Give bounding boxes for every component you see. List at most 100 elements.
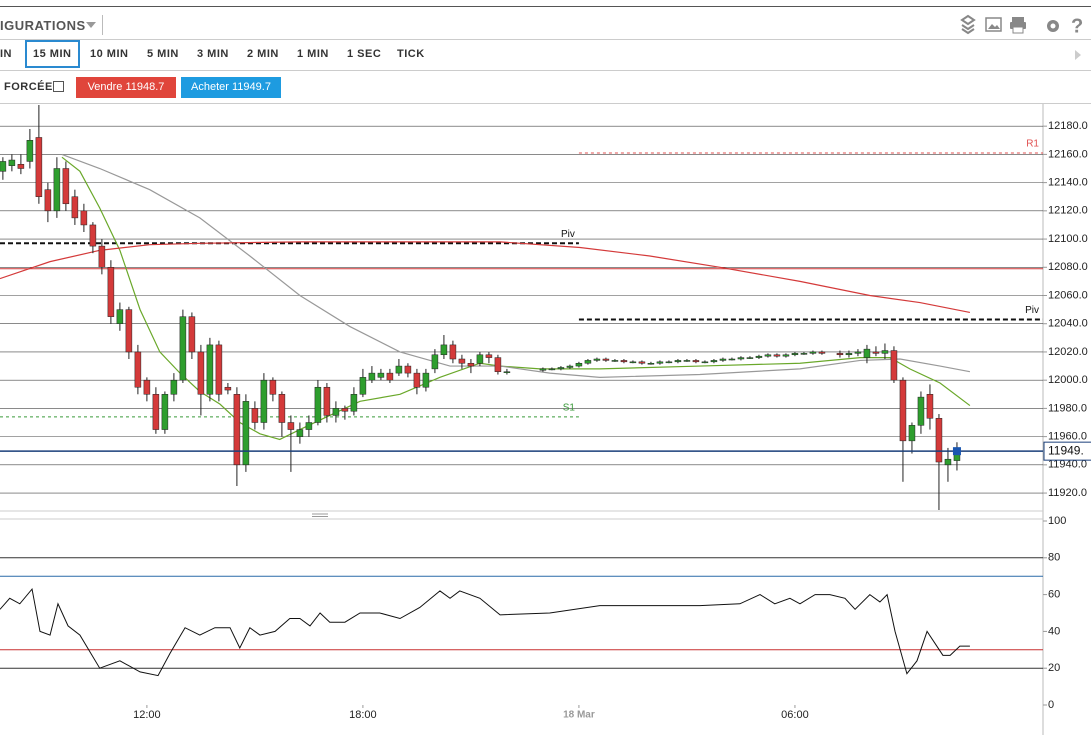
level-label: Piv xyxy=(1025,305,1039,316)
candle-body xyxy=(890,350,898,381)
row-border xyxy=(0,103,1091,104)
candle-body xyxy=(665,361,673,364)
candle-body xyxy=(8,159,16,166)
top-border xyxy=(0,6,1091,7)
candle-body xyxy=(359,377,367,395)
candle-body xyxy=(215,344,223,395)
candle-body xyxy=(593,358,601,361)
last-price-marker xyxy=(952,447,961,456)
candle-body xyxy=(17,164,25,169)
candle-body xyxy=(413,372,421,388)
line xyxy=(61,153,971,378)
candle-body xyxy=(224,386,232,391)
candle-body xyxy=(737,357,745,360)
candle-body xyxy=(809,351,817,354)
candle-body xyxy=(188,316,196,353)
candle-body xyxy=(143,379,151,395)
row-border xyxy=(0,39,1091,40)
line xyxy=(0,587,970,677)
candle-body xyxy=(278,394,286,423)
icons[interactable]: ? xyxy=(960,14,1083,37)
candle-body xyxy=(233,394,241,466)
candle-body xyxy=(881,350,889,354)
timeframe-button[interactable]: 1 SEC xyxy=(347,48,382,60)
candle-body xyxy=(98,245,106,268)
y-tick-label: 20 xyxy=(1048,662,1060,674)
resize-handle[interactable] xyxy=(312,513,328,517)
toolbar-title[interactable]: IGURATIONS xyxy=(0,18,86,33)
candle-body xyxy=(692,360,700,363)
timeframe-button[interactable]: TICK xyxy=(397,48,425,60)
candle-body xyxy=(647,362,655,365)
candle-body xyxy=(377,372,385,378)
candle-body xyxy=(611,360,619,362)
candle-body xyxy=(602,358,610,361)
y-tick-label: 12180.0 xyxy=(1048,120,1088,132)
candle-body xyxy=(305,422,313,430)
line xyxy=(61,156,971,441)
timeframe-button[interactable]: 15 MIN xyxy=(33,48,72,60)
checkbox[interactable] xyxy=(53,81,64,92)
candle-body xyxy=(314,386,322,423)
candle-body xyxy=(476,354,484,364)
candle-body xyxy=(710,360,718,363)
candle-body xyxy=(116,309,124,324)
candle-body xyxy=(206,344,214,395)
candle-body xyxy=(557,367,565,370)
order-label: FORCÉE xyxy=(4,81,53,93)
timeframe-button[interactable]: 1 MIN xyxy=(297,48,329,60)
candle-body xyxy=(368,372,376,381)
candle-body xyxy=(503,371,511,373)
candle-body xyxy=(899,379,907,442)
last-price-label: 11949. xyxy=(1048,443,1084,457)
candle-body xyxy=(953,450,961,461)
x-tick-label: 18 Mar xyxy=(563,710,595,721)
dropdown-arrow[interactable] xyxy=(86,22,96,28)
candle-body xyxy=(836,353,844,356)
timeframe-button[interactable]: 10 MIN xyxy=(90,48,129,60)
candle-body xyxy=(89,224,97,247)
y-tick-label: 12160.0 xyxy=(1048,148,1088,160)
timeframe-button[interactable]: 2 MIN xyxy=(247,48,279,60)
candle-body xyxy=(287,422,295,430)
candle-body xyxy=(107,267,115,317)
candle-body xyxy=(908,425,916,442)
candle-body xyxy=(935,418,943,463)
candle-body xyxy=(170,379,178,395)
candle-body xyxy=(917,396,925,426)
candle-body xyxy=(674,360,682,363)
candle-body xyxy=(341,408,349,412)
candle-body xyxy=(719,358,727,361)
y-tick-label: 40 xyxy=(1048,625,1060,637)
candle-body xyxy=(53,168,61,212)
candle-body xyxy=(35,137,43,197)
candle-body xyxy=(701,361,709,364)
timeframe-button[interactable]: IN xyxy=(0,48,12,60)
candle-body xyxy=(944,458,952,466)
candle-body xyxy=(71,196,79,219)
candle-body xyxy=(854,351,862,354)
sell-button[interactable]: Vendre 11948.7 xyxy=(76,77,176,98)
candle-body xyxy=(566,365,574,368)
candle-body xyxy=(548,368,556,371)
buy-button[interactable]: Acheter 11949.7 xyxy=(181,77,281,98)
candle-body xyxy=(197,351,205,395)
timeframe-button[interactable]: 5 MIN xyxy=(147,48,179,60)
candle-body xyxy=(269,379,277,395)
candle-body xyxy=(539,368,547,371)
last-price-box xyxy=(1043,441,1091,461)
scroll-arrow[interactable] xyxy=(1075,50,1081,60)
candle-body xyxy=(296,429,304,437)
candle-body xyxy=(44,189,52,212)
y-tick-label: 100 xyxy=(1048,515,1066,527)
candle-body xyxy=(746,357,754,359)
candle-body xyxy=(656,361,664,364)
timeframe-button[interactable]: 3 MIN xyxy=(197,48,229,60)
candle-body xyxy=(458,358,466,364)
y-tick-label: 80 xyxy=(1048,552,1060,564)
candle-body xyxy=(791,353,799,356)
candle-body xyxy=(350,394,358,412)
separator xyxy=(102,15,103,35)
candle-body xyxy=(422,372,430,388)
candle-body xyxy=(485,354,493,358)
